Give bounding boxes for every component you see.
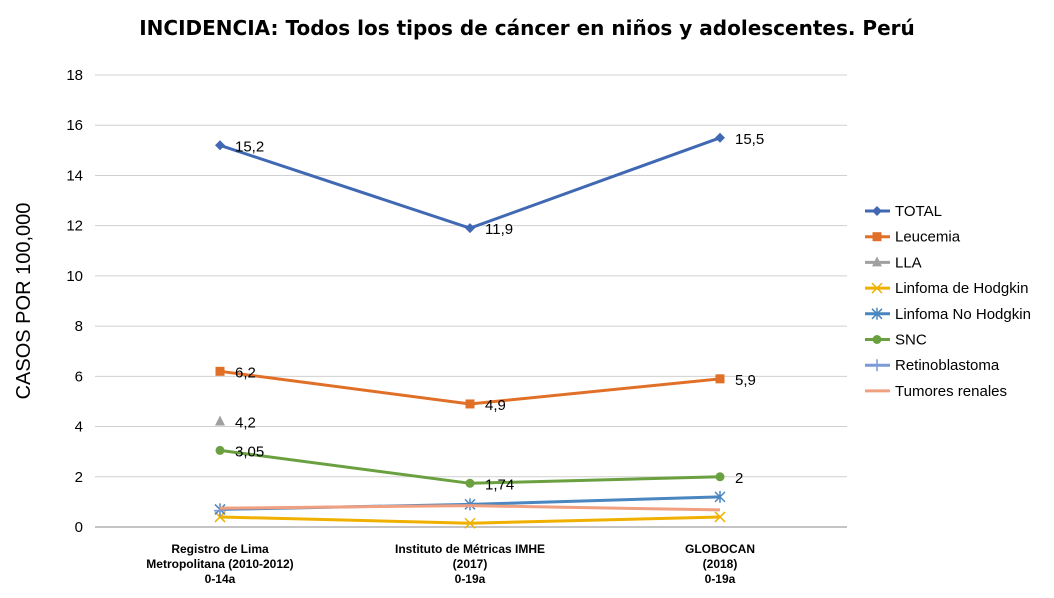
y-tick-label: 14 — [66, 167, 83, 184]
legend-item: Leucemia — [865, 229, 961, 246]
data-label: 5,9 — [735, 372, 756, 389]
series-retinoblastoma — [214, 504, 226, 517]
point-marker — [872, 232, 882, 242]
y-tick-label: 10 — [66, 268, 83, 285]
series-linfoma-no-hodgkin — [214, 490, 726, 516]
point-marker — [215, 140, 225, 151]
data-label: 2 — [735, 470, 743, 487]
y-tick-label: 8 — [75, 318, 83, 335]
data-label: 11,9 — [485, 221, 513, 238]
legend-label: Leucemia — [895, 229, 961, 246]
y-tick-label: 18 — [66, 67, 83, 84]
point-marker — [872, 256, 882, 267]
x-tick-label: (2018) — [703, 557, 738, 571]
legend-label: SNC — [895, 332, 927, 349]
y-tick-label: 16 — [66, 117, 83, 134]
data-label: 4,2 — [235, 415, 256, 432]
legend-item: SNC — [865, 332, 927, 349]
series-leucemia: 6,2 4,9 5,9 — [215, 364, 756, 414]
point-marker — [465, 399, 475, 409]
legend-item: Retinoblastoma — [865, 357, 1000, 374]
legend-label: LLA — [895, 254, 922, 271]
point-marker — [714, 511, 726, 523]
series-lla: 4,2 — [215, 415, 256, 432]
y-tick-label: 12 — [66, 218, 83, 235]
x-tick-label: 0-14a — [205, 572, 236, 586]
point-marker — [464, 517, 476, 529]
point-marker — [215, 366, 225, 376]
legend-item: Tumores renales — [865, 383, 1007, 400]
legend-label: Linfoma de Hodgkin — [895, 280, 1028, 297]
point-marker — [715, 132, 725, 143]
legend-label: Retinoblastoma — [895, 357, 1000, 374]
data-label: 1,74 — [485, 476, 514, 493]
x-tick-label: 0-19a — [455, 572, 486, 586]
series-line — [219, 136, 721, 230]
data-label: 6,2 — [235, 364, 256, 381]
point-marker — [215, 445, 225, 455]
legend-label: TOTAL — [895, 203, 942, 220]
x-tick-label: Registro de Lima — [171, 542, 269, 556]
point-marker — [714, 490, 726, 503]
data-label: 15,5 — [735, 131, 764, 148]
y-axis-label: CASOS POR 100,000 — [13, 203, 35, 400]
point-marker — [871, 359, 883, 372]
point-marker — [715, 374, 725, 384]
point-marker — [465, 223, 475, 234]
series-line — [219, 448, 721, 485]
series-linfoma-de-hodgkin — [214, 511, 726, 529]
y-tick-label: 2 — [75, 469, 83, 486]
point-marker — [465, 478, 475, 488]
x-tick-label: (2017) — [453, 557, 488, 571]
series-snc: 3,05 1,74 2 — [215, 443, 743, 493]
point-marker — [215, 415, 225, 426]
chart-title: INCIDENCIA: Todos los tipos de cáncer en… — [139, 16, 915, 40]
legend-item: Linfoma de Hodgkin — [865, 280, 1028, 297]
series-tumores-renales — [219, 504, 721, 512]
y-tick-label: 6 — [75, 368, 83, 385]
x-tick-label: 0-19a — [705, 572, 736, 586]
legend-label: Linfoma No Hodgkin — [895, 306, 1031, 323]
data-label: 3,05 — [235, 443, 264, 460]
x-tick-label: GLOBOCAN — [685, 542, 755, 556]
series-line — [219, 504, 721, 512]
legend-label: Tumores renales — [895, 383, 1007, 400]
point-marker — [872, 206, 882, 216]
point-marker — [871, 307, 883, 320]
y-tick-label: 0 — [75, 519, 83, 536]
point-marker — [872, 335, 882, 344]
point-marker — [871, 282, 883, 294]
legend-item: LLA — [865, 254, 922, 271]
legend-item: Linfoma No Hodgkin — [865, 306, 1031, 323]
series-total: 15,2 11,9 15,5 — [215, 131, 764, 238]
data-label: 15,2 — [235, 138, 264, 155]
x-tick-label: Metropolitana (2010-2012) — [146, 557, 293, 571]
legend-item: TOTAL — [865, 203, 942, 220]
point-marker — [214, 504, 226, 517]
y-tick-label: 4 — [75, 419, 83, 436]
point-marker — [715, 472, 725, 482]
data-label: 4,9 — [485, 397, 506, 414]
x-tick-label: Instituto de Métricas IMHE — [395, 542, 545, 556]
